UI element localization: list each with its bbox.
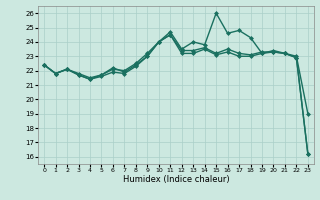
X-axis label: Humidex (Indice chaleur): Humidex (Indice chaleur) [123,175,229,184]
